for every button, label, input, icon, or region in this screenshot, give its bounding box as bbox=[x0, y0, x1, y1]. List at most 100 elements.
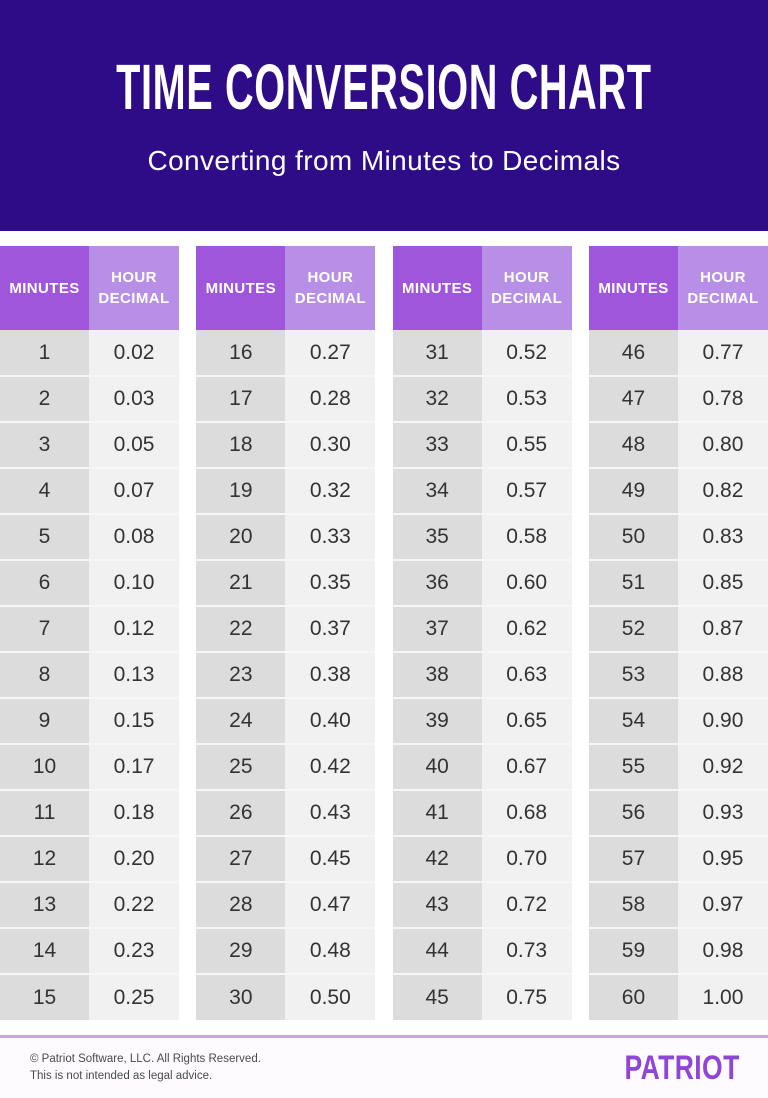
patriot-logo: PATRIOT bbox=[624, 1048, 740, 1087]
hour-decimal-cell: 0.48 bbox=[285, 927, 376, 974]
hour-decimal-cell: 0.57 bbox=[481, 467, 572, 514]
hour-decimal-cell: 0.63 bbox=[481, 651, 572, 698]
hour-decimal-cell: 0.90 bbox=[677, 697, 768, 744]
table-row: 48 0.80 bbox=[588, 421, 768, 468]
minutes-cell: 17 bbox=[196, 375, 286, 422]
minutes-cell: 58 bbox=[588, 881, 678, 928]
hour-decimal-cell: 0.05 bbox=[89, 421, 179, 468]
minutes-cell: 41 bbox=[392, 789, 482, 836]
hour-decimal-column-header: HOUR DECIMAL bbox=[677, 246, 768, 330]
hour-decimal-cell: 0.73 bbox=[481, 927, 572, 974]
table-row: 42 0.70 bbox=[392, 835, 572, 882]
hour-decimal-cell: 0.10 bbox=[89, 559, 179, 606]
table-1-body: 1 0.02 2 0.03 3 0.05 4 0.07 5 0.08 6 0.10 7 0.12 8 0.13… bbox=[0, 330, 179, 1020]
table-row: 54 0.90 bbox=[588, 697, 768, 744]
minutes-cell: 47 bbox=[588, 375, 678, 422]
minutes-cell: 1 bbox=[0, 330, 89, 376]
minutes-cell: 3 bbox=[0, 421, 89, 468]
minutes-cell: 20 bbox=[196, 513, 286, 560]
minutes-cell: 9 bbox=[0, 697, 89, 744]
table-row: 19 0.32 bbox=[196, 467, 376, 514]
hour-decimal-cell: 0.18 bbox=[89, 789, 179, 836]
table-row: 40 0.67 bbox=[392, 743, 572, 790]
minutes-cell: 39 bbox=[392, 697, 482, 744]
hour-decimal-cell: 0.28 bbox=[285, 375, 376, 422]
hour-decimal-cell: 0.40 bbox=[285, 697, 376, 744]
hour-decimal-cell: 0.38 bbox=[285, 651, 376, 698]
minutes-cell: 7 bbox=[0, 605, 89, 652]
minutes-column-header: MINUTES bbox=[392, 246, 482, 330]
table-row: 43 0.72 bbox=[392, 881, 572, 928]
table-row: 15 0.25 bbox=[0, 973, 179, 1020]
hour-decimal-cell: 0.97 bbox=[677, 881, 768, 928]
table-row: 52 0.87 bbox=[588, 605, 768, 652]
hour-decimal-column-header: HOUR DECIMAL bbox=[481, 246, 572, 330]
table-row: 38 0.63 bbox=[392, 651, 572, 698]
hour-decimal-cell: 0.58 bbox=[481, 513, 572, 560]
minutes-cell: 26 bbox=[196, 789, 286, 836]
table-row: 4 0.07 bbox=[0, 467, 179, 514]
table-3-body: 31 0.52 32 0.53 33 0.55 34 0.57 35 0.58 36 0.60 37 0.… bbox=[392, 330, 572, 1020]
conversion-table-3: MINUTES HOUR DECIMAL 31 0.52 32 0.53 33 0.55 3… bbox=[392, 246, 572, 1020]
hour-decimal-cell: 0.53 bbox=[481, 375, 572, 422]
minutes-cell: 43 bbox=[392, 881, 482, 928]
minutes-cell: 27 bbox=[196, 835, 286, 882]
hour-decimal-cell: 0.03 bbox=[89, 375, 179, 422]
hour-decimal-cell: 0.77 bbox=[677, 330, 768, 376]
minutes-cell: 30 bbox=[196, 973, 286, 1020]
hour-decimal-cell: 0.75 bbox=[481, 973, 572, 1020]
minutes-cell: 19 bbox=[196, 467, 286, 514]
minutes-cell: 52 bbox=[588, 605, 678, 652]
minutes-cell: 36 bbox=[392, 559, 482, 606]
hour-decimal-cell: 0.27 bbox=[285, 330, 376, 376]
table-row: 11 0.18 bbox=[0, 789, 179, 836]
hour-decimal-cell: 0.72 bbox=[481, 881, 572, 928]
minutes-cell: 54 bbox=[588, 697, 678, 744]
minutes-cell: 60 bbox=[588, 973, 678, 1020]
table-row: 17 0.28 bbox=[196, 375, 376, 422]
table-row: 58 0.97 bbox=[588, 881, 768, 928]
table-row: 14 0.23 bbox=[0, 927, 179, 974]
minutes-cell: 53 bbox=[588, 651, 678, 698]
minutes-cell: 28 bbox=[196, 881, 286, 928]
minutes-cell: 2 bbox=[0, 375, 89, 422]
minutes-cell: 32 bbox=[392, 375, 482, 422]
minutes-cell: 22 bbox=[196, 605, 286, 652]
hour-decimal-cell: 0.80 bbox=[677, 421, 768, 468]
minutes-cell: 8 bbox=[0, 651, 89, 698]
table-row: 55 0.92 bbox=[588, 743, 768, 790]
hour-decimal-cell: 0.70 bbox=[481, 835, 572, 882]
minutes-cell: 44 bbox=[392, 927, 482, 974]
table-row: 28 0.47 bbox=[196, 881, 376, 928]
table-3-head: MINUTES HOUR DECIMAL bbox=[392, 246, 572, 330]
minutes-cell: 59 bbox=[588, 927, 678, 974]
minutes-column-header: MINUTES bbox=[588, 246, 678, 330]
hour-decimal-cell: 0.22 bbox=[89, 881, 179, 928]
minutes-cell: 12 bbox=[0, 835, 89, 882]
table-row: 51 0.85 bbox=[588, 559, 768, 606]
hour-decimal-cell: 0.30 bbox=[285, 421, 376, 468]
table-row: 22 0.37 bbox=[196, 605, 376, 652]
minutes-cell: 4 bbox=[0, 467, 89, 514]
hour-decimal-cell: 0.17 bbox=[89, 743, 179, 790]
table-row: 24 0.40 bbox=[196, 697, 376, 744]
table-row: 33 0.55 bbox=[392, 421, 572, 468]
header-row: MINUTES HOUR DECIMAL bbox=[588, 246, 768, 330]
table-4-body: 46 0.77 47 0.78 48 0.80 49 0.82 50 0.83 51 0.85 52 0.… bbox=[588, 330, 768, 1020]
hour-decimal-cell: 0.55 bbox=[481, 421, 572, 468]
table-row: 36 0.60 bbox=[392, 559, 572, 606]
table-row: 16 0.27 bbox=[196, 330, 376, 376]
hour-decimal-cell: 0.25 bbox=[89, 973, 179, 1020]
table-row: 29 0.48 bbox=[196, 927, 376, 974]
minutes-cell: 49 bbox=[588, 467, 678, 514]
minutes-cell: 34 bbox=[392, 467, 482, 514]
hour-decimal-cell: 0.60 bbox=[481, 559, 572, 606]
hour-decimal-cell: 0.07 bbox=[89, 467, 179, 514]
table-row: 10 0.17 bbox=[0, 743, 179, 790]
hour-decimal-cell: 0.93 bbox=[677, 789, 768, 836]
table-row: 31 0.52 bbox=[392, 330, 572, 376]
minutes-cell: 51 bbox=[588, 559, 678, 606]
minutes-cell: 14 bbox=[0, 927, 89, 974]
hour-decimal-cell: 0.32 bbox=[285, 467, 376, 514]
